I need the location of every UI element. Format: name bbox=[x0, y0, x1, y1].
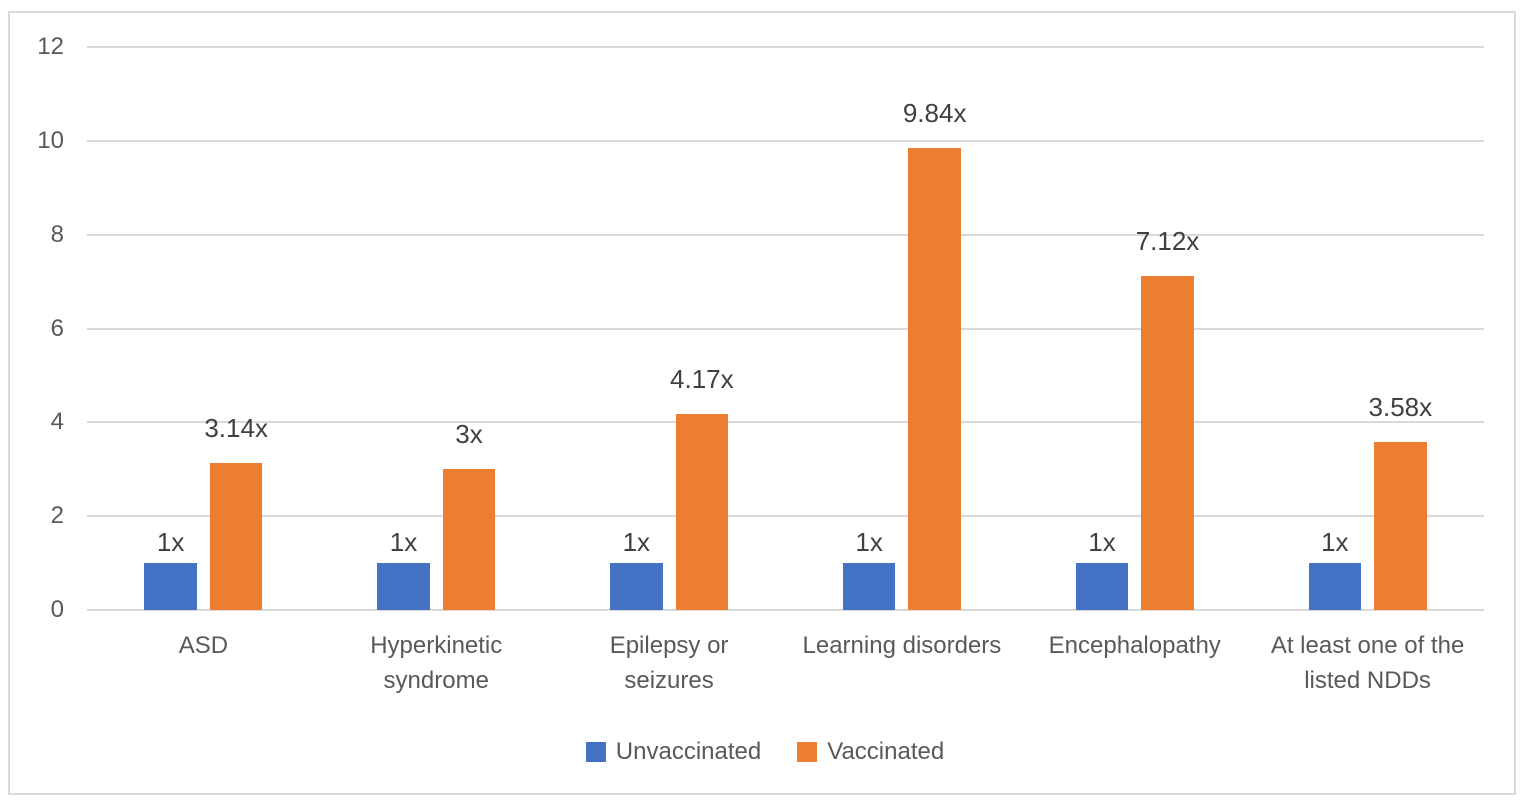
gridline-y-2 bbox=[87, 515, 1484, 518]
bar-vaccinated-3 bbox=[675, 414, 729, 610]
bar-vaccinated-6 bbox=[1374, 442, 1427, 610]
x-axis-category-label: At least one of the listed NDDs bbox=[1270, 632, 1465, 694]
bar-data-label: 7.12x bbox=[1135, 225, 1200, 256]
bar-unvaccinated-4 bbox=[842, 563, 896, 610]
bar-unvaccinated-3 bbox=[610, 563, 663, 610]
y-axis-tick-label: 2 bbox=[50, 502, 64, 530]
y-axis-tick-label: 0 bbox=[50, 596, 64, 623]
x-axis-category-label: Encephalopathy bbox=[1048, 632, 1221, 659]
y-axis-tick-label: 6 bbox=[50, 314, 64, 342]
bar-data-label: 1x bbox=[389, 527, 418, 558]
bar-data-label: 9.84x bbox=[902, 98, 967, 129]
x-axis-category-label: Epilepsy or seizures bbox=[609, 632, 729, 694]
bar-data-label: 3x bbox=[455, 419, 483, 450]
legend-item-unvaccinated: Unvaccinated bbox=[585, 737, 762, 767]
bar-data-label: 1x bbox=[855, 527, 883, 558]
y-axis-tick-label: 12 bbox=[37, 33, 64, 60]
bar-data-label: 1x bbox=[1088, 527, 1116, 558]
legend-item-vaccinated: Vaccinated bbox=[797, 737, 944, 767]
x-axis-category-label: Learning disorders bbox=[802, 632, 1002, 659]
legend-swatch-icon bbox=[797, 742, 818, 762]
gridline-y-10 bbox=[87, 139, 1484, 142]
chart-frame bbox=[8, 11, 1516, 795]
gridline-y-0 bbox=[87, 609, 1484, 611]
gridline-y-6 bbox=[87, 327, 1484, 330]
legend-swatch-icon bbox=[585, 742, 606, 762]
bar-vaccinated-2 bbox=[442, 469, 496, 610]
bar-data-label: 1x bbox=[1321, 527, 1349, 558]
bar-data-label: 3.14x bbox=[204, 412, 268, 443]
y-axis-tick-label: 4 bbox=[50, 408, 64, 436]
bar-vaccinated-4 bbox=[908, 148, 961, 610]
bar-data-label: 4.17x bbox=[670, 364, 734, 395]
bar-data-label: 1x bbox=[156, 527, 185, 558]
legend-label: Unvaccinated bbox=[615, 738, 762, 765]
bar-vaccinated-1 bbox=[209, 462, 263, 610]
legend-label: Vaccinated bbox=[827, 738, 945, 765]
bar-unvaccinated-2 bbox=[377, 563, 430, 610]
gridline-y-12 bbox=[87, 46, 1484, 48]
gridline-y-8 bbox=[87, 233, 1484, 236]
y-axis-tick-label: 8 bbox=[50, 220, 64, 248]
x-axis-category-label: Hyperkinetic syndrome bbox=[370, 632, 503, 694]
x-axis-category-label: ASD bbox=[178, 632, 229, 659]
y-axis-tick-label: 10 bbox=[37, 126, 64, 154]
bar-data-label: 1x bbox=[622, 527, 651, 558]
bar-vaccinated-5 bbox=[1141, 275, 1194, 610]
gridline-y-4 bbox=[87, 421, 1484, 424]
bar-unvaccinated-6 bbox=[1308, 563, 1362, 610]
legend: Unvaccinated Vaccinated bbox=[0, 737, 1530, 767]
bar-unvaccinated-5 bbox=[1075, 563, 1129, 610]
bar-unvaccinated-1 bbox=[144, 563, 197, 610]
bar-data-label: 3.58x bbox=[1368, 392, 1433, 423]
